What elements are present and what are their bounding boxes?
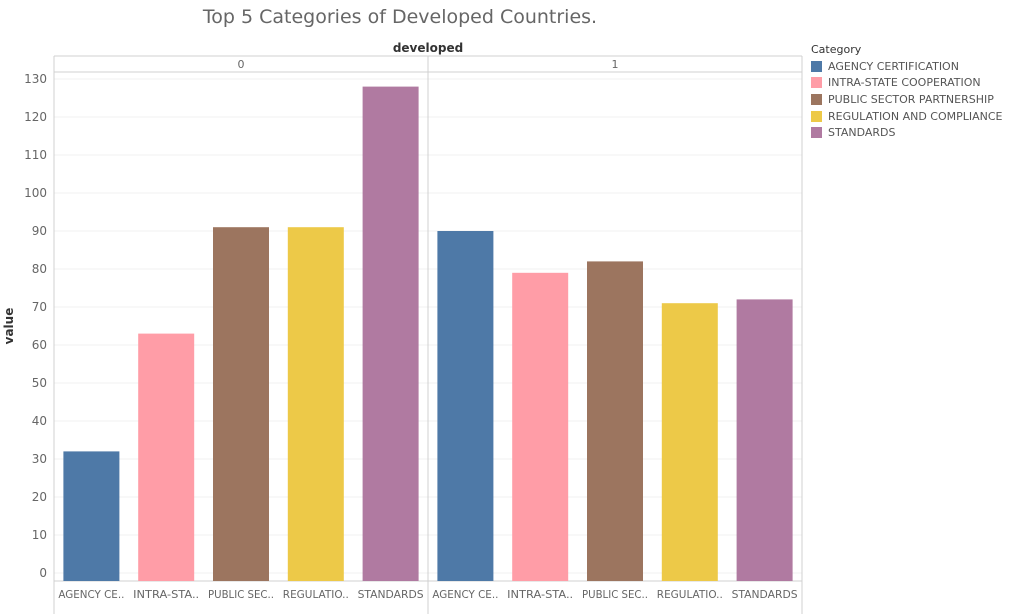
bar-standards-1	[736, 299, 793, 581]
y-tick-label: 110	[24, 148, 47, 162]
panel-label: 0	[238, 58, 245, 71]
x-tick-label: PUBLIC SEC..	[208, 588, 274, 601]
y-tick-label: 130	[24, 72, 47, 86]
legend-swatch	[811, 110, 822, 122]
x-tick-label: PUBLIC SEC..	[582, 588, 648, 601]
x-tick-label: STANDARDS	[358, 588, 424, 601]
chart-title: Top 5 Categories of Developed Countries.	[202, 6, 598, 28]
bar-public-sector-partnership-0	[213, 227, 269, 581]
x-tick-label: AGENCY CE..	[432, 588, 498, 601]
legend-swatch	[811, 77, 822, 89]
panel-label: 1	[612, 58, 619, 71]
bar-standards-0	[362, 86, 419, 581]
legend-label: REGULATION AND COMPLIANCE	[828, 109, 1003, 123]
x-tick-label: INTRA-STA..	[507, 588, 573, 601]
x-tick-label: STANDARDS	[732, 588, 798, 601]
x-tick-label: AGENCY CE..	[58, 588, 124, 601]
legend-label: INTRA-STATE COOPERATION	[828, 76, 981, 90]
bar-agency-certification-1	[437, 231, 494, 581]
y-tick-label: 30	[32, 452, 47, 466]
x-tick-label: REGULATIO..	[657, 588, 723, 601]
legend-label: AGENCY CERTIFICATION	[828, 59, 959, 73]
y-tick-label: 100	[24, 186, 47, 200]
x-tick-label: REGULATIO..	[283, 588, 349, 601]
y-tick-label: 120	[24, 110, 47, 124]
legend-swatch	[811, 93, 822, 105]
bar-intra-state-cooperation-0	[138, 333, 195, 581]
y-tick-label: 0	[39, 566, 47, 580]
bar-agency-certification-0	[63, 451, 120, 581]
legend-swatch	[811, 127, 822, 139]
y-tick-label: 10	[32, 528, 47, 542]
y-tick-label: 90	[32, 224, 47, 238]
y-tick-label: 80	[32, 262, 47, 276]
legend-item[interactable]: REGULATION AND COMPLIANCE	[811, 108, 1003, 125]
legend-item[interactable]: PUBLIC SECTOR PARTNERSHIP	[811, 91, 1003, 108]
legend-label: STANDARDS	[828, 126, 896, 140]
legend-label: PUBLIC SECTOR PARTNERSHIP	[828, 92, 994, 106]
bar-regulation-and-compliance-1	[661, 303, 718, 581]
y-tick-label: 70	[32, 300, 47, 314]
legend: Category AGENCY CERTIFICATION INTRA-STATE…	[811, 43, 1003, 141]
legend-swatch	[811, 60, 822, 72]
bar-public-sector-partnership-1	[587, 261, 643, 581]
y-tick-label: 20	[32, 490, 47, 504]
y-tick-label: 60	[32, 338, 47, 352]
x-tick-label: INTRA-STA..	[133, 588, 199, 601]
legend-title: Category	[811, 43, 862, 56]
bar-intra-state-cooperation-1	[512, 272, 569, 581]
legend-item[interactable]: AGENCY CERTIFICATION	[811, 58, 1003, 75]
legend-item[interactable]: INTRA-STATE COOPERATION	[811, 75, 1003, 92]
y-axis-title: value	[2, 308, 16, 345]
legend-item[interactable]: STANDARDS	[811, 124, 1003, 141]
bar-regulation-and-compliance-0	[287, 227, 344, 581]
y-tick-label: 40	[32, 414, 47, 428]
column-header: developed	[393, 41, 463, 55]
y-tick-label: 50	[32, 376, 47, 390]
